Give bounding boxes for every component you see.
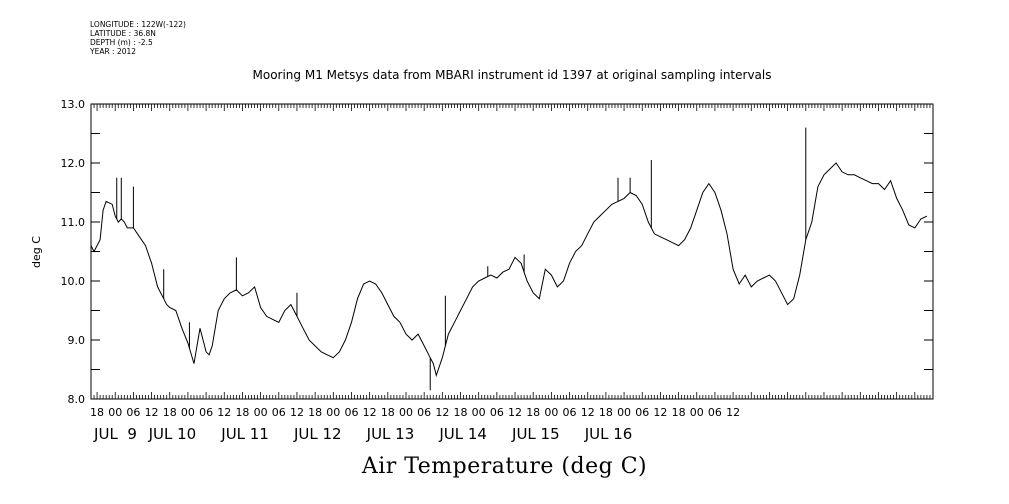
x-tick-label: 12	[653, 406, 667, 419]
series-line	[90, 162, 928, 378]
y-tick-label: 8.0	[68, 393, 86, 406]
x-day-label: JUL 9	[93, 425, 137, 443]
x-tick-label: 12	[726, 406, 740, 419]
x-tick-label: 00	[326, 406, 340, 419]
x-tick-label: 18	[235, 406, 249, 419]
y-axis-label: deg C	[30, 236, 43, 268]
x-tick-label: 06	[199, 406, 213, 419]
x-tick-label: 06	[126, 406, 140, 419]
x-tick-label: 18	[526, 406, 540, 419]
y-tick-label: 13.0	[61, 98, 86, 111]
x-tick-label: 12	[363, 406, 377, 419]
x-tick-label: 12	[145, 406, 159, 419]
x-tick-label: 06	[635, 406, 649, 419]
x-day-label: JUL 10	[148, 425, 197, 443]
x-tick-label: 00	[399, 406, 413, 419]
y-tick-label: 12.0	[61, 157, 86, 170]
plot-frame	[90, 103, 934, 400]
x-tick-label: 18	[308, 406, 322, 419]
x-day-label: JUL 16	[584, 425, 633, 443]
x-axis-label: Air Temperature (deg C)	[361, 454, 648, 479]
x-tick-label: 06	[344, 406, 358, 419]
x-tick-label: 06	[272, 406, 286, 419]
x-tick-label: 18	[163, 406, 177, 419]
x-tick-label: 18	[599, 406, 613, 419]
x-day-label: JUL 11	[220, 425, 269, 443]
chart-title: Mooring M1 Metsys data from MBARI instru…	[252, 68, 772, 82]
series-group	[90, 127, 928, 391]
x-tick-label: 00	[544, 406, 558, 419]
station-metadata: LONGITUDE : 122W(-122) LATITUDE : 36.8N …	[90, 20, 186, 56]
x-tick-label: 00	[254, 406, 268, 419]
x-tick-label: 18	[90, 406, 104, 419]
x-tick-label: 12	[508, 406, 522, 419]
x-tick-label: 06	[490, 406, 504, 419]
x-tick-label: 06	[417, 406, 431, 419]
x-tick-label: 12	[217, 406, 231, 419]
x-tick-label: 12	[435, 406, 449, 419]
y-tick-label: 11.0	[61, 216, 86, 229]
x-day-label: JUL 15	[511, 425, 560, 443]
x-tick-label: 18	[454, 406, 468, 419]
x-tick-label: 06	[563, 406, 577, 419]
x-day-label: JUL 14	[438, 425, 487, 443]
y-tick-label: 10.0	[61, 275, 86, 288]
x-tick-label: 12	[581, 406, 595, 419]
x-tick-label: 06	[708, 406, 722, 419]
x-day-label: JUL 13	[366, 425, 415, 443]
latitude-label: LATITUDE : 36.8N	[90, 29, 156, 38]
x-day-label: JUL 12	[293, 425, 342, 443]
y-tick-label: 9.0	[68, 334, 86, 347]
x-tick-label: 18	[672, 406, 686, 419]
longitude-label: LONGITUDE : 122W(-122)	[90, 20, 186, 29]
x-tick-label: 00	[472, 406, 486, 419]
x-tick-label: 00	[690, 406, 704, 419]
x-tick-label: 18	[381, 406, 395, 419]
x-tick-label: 00	[108, 406, 122, 419]
x-tick-label: 00	[617, 406, 631, 419]
x-tick-label: 00	[181, 406, 195, 419]
year-label: YEAR : 2012	[90, 47, 137, 56]
depth-label: DEPTH (m) : -2.5	[90, 38, 153, 47]
x-tick-label: 12	[290, 406, 304, 419]
axes: 8.0 9.0 10.0 11.0 12.0 13.0 18 00 06 12 18 00 06 12 18…	[61, 98, 934, 443]
